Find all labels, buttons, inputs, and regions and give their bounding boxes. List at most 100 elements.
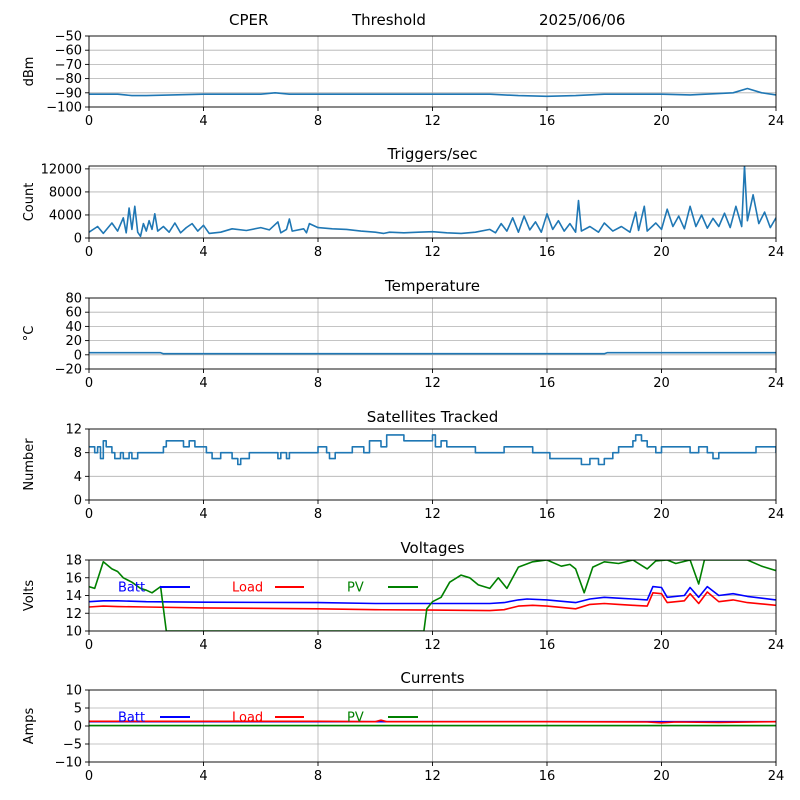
series-line-pv — [89, 560, 776, 631]
mode-label: Threshold — [352, 11, 426, 29]
series-line-load — [89, 719, 776, 724]
chart-title: Temperature — [384, 277, 480, 295]
y-tick-label: 14 — [65, 589, 82, 604]
legend-label-pv: PV — [347, 581, 364, 596]
y-tick-label: −5 — [63, 738, 82, 753]
legend-label-batt: Batt — [118, 711, 145, 726]
legend-label-load: Load — [232, 581, 263, 596]
x-tick-label: 4 — [199, 769, 207, 784]
date-label: 2025/06/06 — [539, 11, 626, 29]
series-line-1 — [89, 87, 776, 98]
x-tick-label: 24 — [768, 376, 785, 391]
x-tick-label: 20 — [653, 507, 670, 522]
chart-panel-4: 0 4 8 12 16 20 24 0 4 8 12 Satellites Tracked Number — [22, 408, 784, 522]
y-axis-label: Count — [22, 183, 37, 222]
x-tick-label: 8 — [314, 638, 322, 653]
x-tick-label: 16 — [539, 769, 556, 784]
chart-title: Voltages — [400, 539, 464, 557]
x-tick-label: 8 — [314, 376, 322, 391]
y-tick-label: 10 — [65, 625, 82, 640]
x-tick-label: 20 — [653, 245, 670, 260]
x-tick-label: 0 — [85, 114, 93, 129]
x-tick-label: 4 — [199, 245, 207, 260]
x-tick-label: 8 — [314, 245, 322, 260]
x-tick-label: 16 — [539, 507, 556, 522]
x-tick-label: 20 — [653, 114, 670, 129]
series-line-1 — [89, 166, 776, 238]
x-tick-label: 24 — [768, 245, 785, 260]
y-axis-label: Amps — [22, 707, 37, 744]
y-tick-label: 0 — [74, 720, 82, 735]
x-tick-label: 4 — [199, 638, 207, 653]
y-tick-label: 8 — [74, 446, 82, 461]
x-tick-label: 20 — [653, 769, 670, 784]
y-tick-label: 40 — [65, 320, 82, 335]
y-axis-label: Volts — [22, 580, 37, 612]
series-line-batt — [89, 585, 776, 605]
x-tick-label: 16 — [539, 114, 556, 129]
x-tick-label: 16 — [539, 376, 556, 391]
x-tick-label: 12 — [424, 114, 441, 129]
x-tick-label: 12 — [424, 376, 441, 391]
y-tick-label: 60 — [65, 306, 82, 321]
y-tick-label: −90 — [55, 86, 82, 101]
x-tick-label: 0 — [85, 638, 93, 653]
legend-label-pv: PV — [347, 711, 364, 726]
x-tick-label: 24 — [768, 507, 785, 522]
x-tick-label: 12 — [424, 638, 441, 653]
figure-header: CPER Threshold 2025/06/06 — [0, 11, 800, 33]
chart-title: Currents — [400, 669, 464, 687]
y-tick-label: 10 — [65, 684, 82, 699]
y-tick-label: 12 — [65, 423, 82, 438]
y-tick-label: −70 — [55, 58, 82, 73]
y-tick-label: 4000 — [49, 208, 82, 223]
y-axis-label: Number — [22, 438, 37, 491]
series-line-1 — [89, 434, 776, 466]
y-tick-label: 5 — [74, 702, 82, 717]
y-tick-label: −20 — [55, 363, 82, 378]
y-tick-label: −50 — [55, 30, 82, 45]
legend-label-batt: Batt — [118, 581, 145, 596]
x-tick-label: 24 — [768, 114, 785, 129]
y-axis-label: dBm — [22, 57, 37, 87]
y-tick-label: 12 — [65, 607, 82, 622]
y-tick-label: 4 — [74, 470, 82, 485]
chart-panel-1: 0 4 8 12 16 20 24 −100−90−80−70−60−50 dBm — [22, 30, 784, 130]
y-tick-label: 0 — [74, 494, 82, 509]
x-tick-label: 20 — [653, 376, 670, 391]
y-tick-label: 0 — [74, 348, 82, 363]
site-label: CPER — [229, 11, 269, 29]
x-tick-label: 16 — [539, 638, 556, 653]
x-tick-label: 0 — [85, 507, 93, 522]
y-tick-label: −60 — [55, 44, 82, 59]
chart-panel-6: 0 4 8 12 16 20 24 −10 −5 0 5 10 Currents Amps Batt Load… — [22, 669, 784, 784]
y-tick-label: 18 — [65, 554, 82, 569]
chart-panel-2: 0 4 8 12 16 20 24 0 4000 8000 12000 Triggers/sec Cou… — [22, 145, 784, 260]
y-axis-label: °C — [22, 326, 37, 342]
legend-label-load: Load — [232, 711, 263, 726]
x-tick-label: 0 — [85, 769, 93, 784]
y-tick-label: 0 — [74, 232, 82, 247]
x-tick-label: 4 — [199, 114, 207, 129]
x-tick-label: 0 — [85, 245, 93, 260]
chart-panel-5: 0 4 8 12 16 20 24 10 12 14 16 18 Voltages Volts Batt Lo… — [22, 539, 784, 653]
chart-title: Triggers/sec — [387, 145, 478, 163]
y-tick-label: 20 — [65, 334, 82, 349]
x-tick-label: 12 — [424, 507, 441, 522]
x-tick-label: 12 — [424, 245, 441, 260]
x-tick-label: 8 — [314, 769, 322, 784]
x-tick-label: 0 — [85, 376, 93, 391]
y-tick-label: −100 — [46, 101, 82, 116]
y-tick-label: 80 — [65, 292, 82, 307]
x-tick-label: 4 — [199, 507, 207, 522]
x-tick-label: 16 — [539, 245, 556, 260]
x-tick-label: 8 — [314, 114, 322, 129]
x-tick-label: 20 — [653, 638, 670, 653]
y-tick-label: −10 — [55, 756, 82, 771]
series-line-load — [89, 591, 776, 612]
y-tick-label: 12000 — [41, 162, 82, 177]
x-tick-label: 4 — [199, 376, 207, 391]
